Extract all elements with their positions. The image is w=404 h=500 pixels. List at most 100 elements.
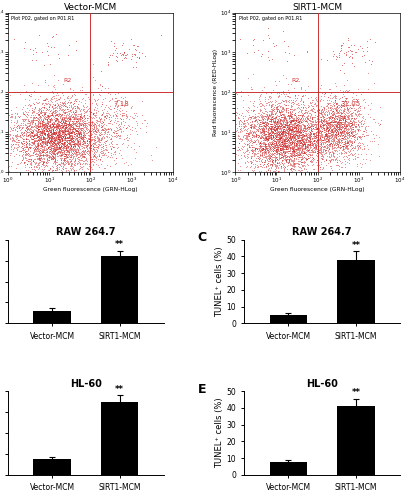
Point <box>88 118 94 126</box>
Point <box>70 146 77 154</box>
Point <box>84 129 90 137</box>
Point <box>268 115 275 123</box>
Point <box>47 128 54 136</box>
Point <box>69 112 75 120</box>
Point <box>71 120 78 128</box>
Point <box>40 134 47 141</box>
Point <box>32 104 38 112</box>
Point <box>361 102 368 110</box>
Point <box>293 100 300 108</box>
Point <box>47 96 54 104</box>
Point <box>78 130 84 138</box>
Point <box>368 99 375 107</box>
Point <box>79 160 85 168</box>
Point <box>265 148 271 156</box>
Point <box>297 111 303 119</box>
Point <box>350 131 357 139</box>
Point <box>282 98 289 106</box>
Point <box>61 130 67 138</box>
Point <box>248 142 255 150</box>
Point <box>107 116 114 124</box>
Point <box>14 128 20 136</box>
Point <box>28 154 34 162</box>
Point <box>53 115 60 123</box>
Point <box>309 138 316 146</box>
Point <box>277 132 283 140</box>
Point <box>271 121 278 129</box>
Point <box>267 161 274 169</box>
Point <box>32 159 38 167</box>
Point <box>299 142 305 150</box>
Point <box>303 48 310 56</box>
Point <box>328 103 334 111</box>
Point <box>90 144 96 152</box>
Point <box>322 110 328 118</box>
Point <box>63 108 69 116</box>
Point <box>296 140 302 147</box>
Point <box>96 120 103 128</box>
Point <box>283 135 290 143</box>
Point <box>288 152 295 160</box>
Point <box>282 96 288 104</box>
Point <box>91 76 98 84</box>
Point <box>299 153 305 161</box>
Point <box>74 127 81 135</box>
Point <box>265 122 271 130</box>
Point <box>35 144 41 152</box>
Point <box>35 126 41 134</box>
Point <box>57 116 64 124</box>
Point <box>243 134 249 142</box>
Point <box>281 116 287 124</box>
Point <box>46 133 53 141</box>
Point <box>339 132 345 140</box>
Point <box>58 155 65 163</box>
Point <box>309 118 315 126</box>
Point <box>71 90 77 98</box>
Point <box>328 127 335 135</box>
Point <box>352 123 359 131</box>
Point <box>276 124 283 132</box>
Point <box>42 138 49 145</box>
Point <box>42 129 48 137</box>
Point <box>299 146 305 154</box>
Point <box>39 122 46 130</box>
Point <box>269 128 276 136</box>
Point <box>248 149 255 157</box>
Point <box>306 142 313 150</box>
Point <box>56 160 63 168</box>
Point <box>38 118 45 126</box>
Point <box>50 144 57 152</box>
Point <box>117 52 124 60</box>
Point <box>295 111 301 119</box>
Point <box>62 130 69 138</box>
Point <box>59 122 65 130</box>
Point <box>338 158 345 166</box>
Point <box>108 138 114 146</box>
Point <box>75 134 82 141</box>
Point <box>51 124 57 132</box>
Point <box>70 138 76 146</box>
Point <box>332 109 339 117</box>
Point <box>105 124 112 132</box>
Point <box>31 131 37 139</box>
Point <box>334 139 341 147</box>
Point <box>74 102 80 110</box>
Text: 31.05: 31.05 <box>340 101 360 107</box>
Point <box>289 98 296 106</box>
Point <box>352 142 359 150</box>
Point <box>42 152 48 160</box>
Point <box>261 146 268 154</box>
Point <box>76 143 82 151</box>
Point <box>306 112 313 120</box>
Point <box>300 140 307 147</box>
Point <box>27 142 33 150</box>
Point <box>356 110 362 118</box>
Point <box>346 122 353 130</box>
Point <box>352 154 358 162</box>
Point <box>279 138 285 146</box>
Point <box>316 124 322 132</box>
Point <box>82 152 88 160</box>
Point <box>294 144 301 152</box>
Point <box>271 106 278 114</box>
Point <box>258 145 264 153</box>
